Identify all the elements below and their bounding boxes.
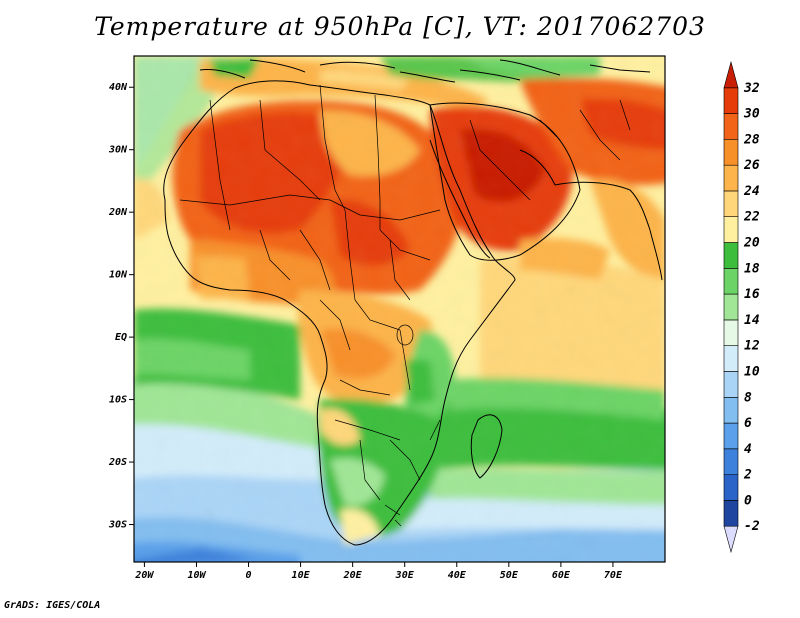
x-tick-label: 0	[246, 570, 252, 581]
x-tick-label: 20W	[134, 570, 154, 581]
colorbar-swatch	[723, 190, 739, 218]
y-tick-label: EQ	[115, 332, 127, 343]
colorbar-swatch	[723, 139, 739, 166]
colorbar-swatch	[723, 396, 739, 424]
map-plot-area	[134, 56, 665, 562]
colorbar-label: 0	[744, 493, 752, 508]
colorbar-label: 16	[744, 287, 760, 302]
y-tick-label: 10S	[109, 395, 127, 406]
colorbar-swatch	[723, 345, 739, 372]
colorbar-swatch	[723, 216, 739, 243]
colorbar-swatch	[723, 164, 739, 192]
y-tick-label: 20N	[108, 207, 128, 218]
x-tick-label: 10E	[292, 570, 311, 581]
y-tick-label: 20S	[108, 457, 127, 468]
colorbar-swatch	[723, 474, 739, 501]
colorbar-label: 8	[744, 390, 752, 405]
colorbar-swatch	[723, 87, 739, 114]
x-tick-label: 70E	[604, 570, 623, 581]
map-frame	[133, 55, 666, 563]
y-tick-label: 30S	[108, 520, 127, 531]
colorbar-label: 12	[744, 339, 760, 354]
colorbar-label: -2	[744, 519, 760, 534]
axis-ticks: 20W 10W 0 10E 20E 30E 40E 50E 60E 70E 40N 30N 20N 10N…	[108, 82, 623, 581]
colorbar-swatch	[723, 113, 739, 140]
colorbar-label: 32	[743, 81, 760, 96]
colorbar-swatch	[723, 60, 739, 89]
colorbar-swatch	[723, 268, 739, 295]
colorbar-swatch	[723, 371, 739, 398]
x-tick-label: 40E	[448, 570, 467, 581]
colorbar-label: 14	[744, 313, 760, 328]
colorbar-swatch	[723, 500, 739, 527]
x-tick-label: 60E	[552, 570, 571, 581]
colorbar-swatch	[723, 422, 739, 450]
map-title: Temperature at 950hPa [C], VT: 201706270…	[94, 12, 706, 41]
colorbar-label: 22	[743, 210, 760, 225]
colorbar-label: 18	[744, 261, 760, 276]
y-tick-label: 10N	[109, 270, 128, 281]
x-tick-label: 30E	[395, 570, 415, 581]
x-tick-label: 10W	[187, 570, 206, 581]
colorbar-swatch	[723, 525, 739, 554]
y-tick-label: 30N	[108, 145, 128, 156]
grads-credit: GrADS: IGES/COLA	[4, 600, 101, 611]
x-tick-label: 20E	[343, 570, 363, 581]
colorbar-label: 20	[743, 236, 760, 251]
coastlines	[163, 59, 663, 546]
colorbar-swatch	[723, 242, 739, 269]
y-tick-label: 40N	[109, 82, 128, 93]
colorbar-swatch	[723, 448, 739, 475]
colorbar-label: 30	[743, 107, 760, 122]
colorbar-label: 4	[744, 442, 752, 457]
colorbar-label: 24	[743, 184, 760, 199]
colorbar-swatch	[723, 293, 739, 321]
colorbar-swatch	[723, 319, 739, 346]
colorbar-label: 2	[743, 468, 752, 483]
colorbar-label: 6	[744, 416, 752, 431]
colorbar-label: 28	[743, 132, 760, 147]
colorbar-label: 10	[744, 364, 760, 379]
x-tick-label: 50E	[500, 570, 519, 581]
colorbar-label: 26	[743, 158, 760, 173]
country-borders	[179, 84, 631, 527]
